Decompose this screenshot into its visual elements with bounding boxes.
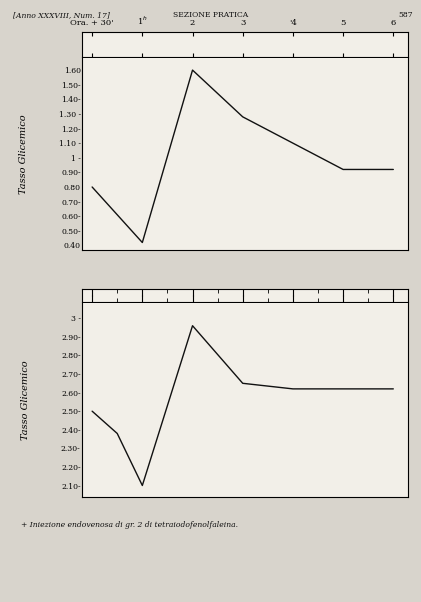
Y-axis label: Tasso Glicemico: Tasso Glicemico <box>19 114 28 194</box>
Y-axis label: Tasso Glicemico: Tasso Glicemico <box>21 360 30 440</box>
Text: [Anno XXXVIII, Num. 17]: [Anno XXXVIII, Num. 17] <box>13 11 109 19</box>
Text: + Iniezione endovenosa di gr. 2 di tetraiodofenolfaleina.: + Iniezione endovenosa di gr. 2 di tetra… <box>21 521 238 529</box>
Text: SEZIONE PRATICA: SEZIONE PRATICA <box>173 11 248 19</box>
Text: 587: 587 <box>398 11 413 19</box>
